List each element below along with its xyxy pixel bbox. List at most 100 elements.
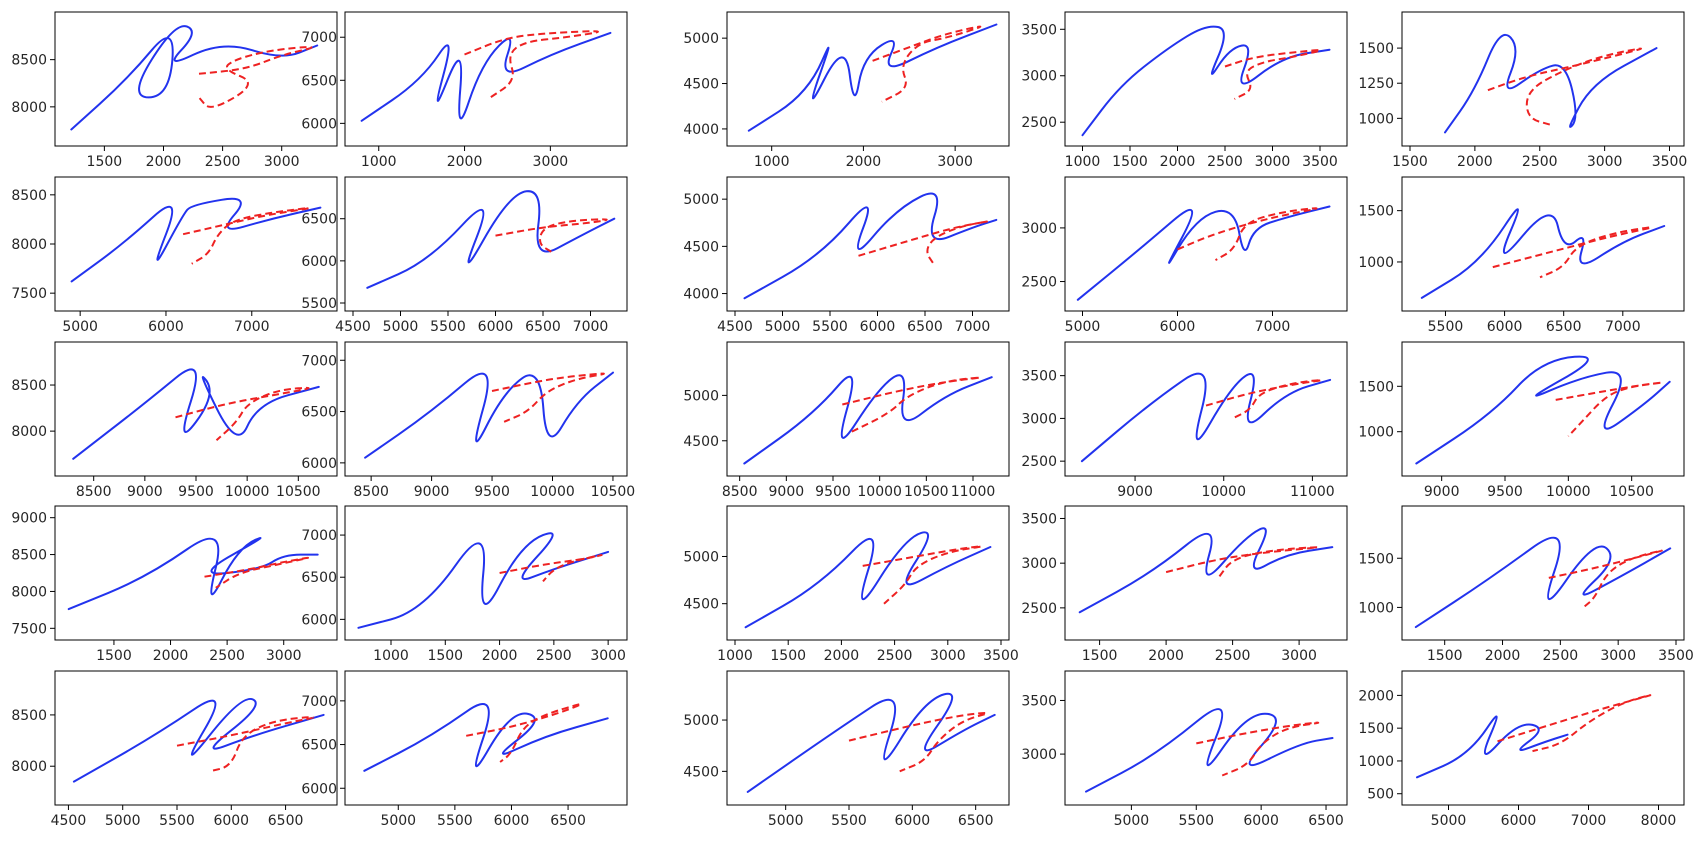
signature-trajectory-15	[1415, 355, 1671, 465]
reference-trajectory-9	[1177, 207, 1318, 261]
x-tick-label: 3000	[590, 648, 626, 664]
y-tick-label: 6000	[301, 456, 337, 472]
x-tick-label: 6000	[148, 319, 184, 335]
signature-trajectory-5	[1444, 33, 1658, 134]
x-tick-label: 7000	[573, 319, 609, 335]
axes-frame-7	[344, 176, 628, 312]
x-tick-label: 6500	[268, 813, 304, 829]
y-tick-label: 1000	[1358, 600, 1394, 616]
x-tick-label: 6500	[550, 813, 586, 829]
x-tick-label: 6000	[478, 319, 514, 335]
x-tick-label: 2500	[1522, 154, 1558, 170]
x-tick-label: 2500	[536, 648, 572, 664]
x-tick-label: 10000	[225, 484, 270, 500]
y-tick-label: 3500	[1021, 511, 1057, 527]
y-tick-label: 1250	[1358, 76, 1394, 92]
x-tick-label: 10000	[857, 484, 902, 500]
x-tick-label: 3000	[1255, 154, 1291, 170]
x-tick-label: 9500	[178, 484, 214, 500]
subplot-11: 8500 9000 9500 10000 10500 8000 8500	[11, 341, 338, 500]
y-tick-label: 6500	[301, 212, 337, 228]
x-tick-label: 2000	[1148, 648, 1184, 664]
signature-trajectory-3	[747, 23, 998, 132]
x-tick-label: 6000	[1487, 319, 1523, 335]
subplot-5: 1500 2000 2500 3000 3500 1000 1250 1500	[1358, 11, 1687, 170]
x-tick-label: 8000	[1641, 813, 1677, 829]
y-tick-label: 1000	[1358, 425, 1394, 441]
x-tick-label: 3000	[930, 648, 966, 664]
x-tick-label: 6000	[895, 813, 931, 829]
reference-trajectory-1	[198, 46, 313, 108]
reference-trajectory-18	[862, 545, 983, 605]
x-tick-label: 5000	[105, 813, 141, 829]
y-tick-label: 9000	[11, 511, 47, 527]
x-tick-label: 6000	[213, 813, 249, 829]
signature-trajectory-20	[1414, 536, 1672, 629]
x-tick-label: 6500	[525, 319, 561, 335]
x-tick-label: 6000	[860, 319, 896, 335]
y-tick-label: 1500	[1358, 204, 1394, 220]
signature-trajectory-14	[1080, 372, 1332, 463]
y-tick-label: 2500	[1021, 601, 1057, 617]
x-tick-label: 1500	[770, 648, 806, 664]
x-tick-label: 4500	[51, 813, 87, 829]
x-tick-label: 3000	[533, 154, 569, 170]
y-tick-label: 6000	[301, 254, 337, 270]
x-tick-label: 5500	[437, 813, 473, 829]
subplot-grid: 1500 2000 2500 3000 8000 8500 1000 2000 3000 6000…	[11, 11, 1694, 829]
x-tick-label: 1500	[1112, 154, 1148, 170]
y-tick-label: 3000	[1021, 747, 1057, 763]
axes-frame-18	[726, 505, 1010, 641]
y-tick-label: 3000	[1021, 221, 1057, 237]
x-tick-label: 10000	[1201, 484, 1246, 500]
signature-trajectory-24	[1085, 708, 1334, 793]
signature-trajectory-19	[1078, 527, 1334, 614]
x-tick-label: 3000	[1587, 154, 1623, 170]
x-tick-label: 5500	[159, 813, 195, 829]
subplot-13: 8500 9000 9500 10000 10500 11000 4500 5000	[683, 341, 1010, 500]
y-tick-label: 7500	[11, 621, 47, 637]
y-tick-label: 8500	[11, 53, 47, 69]
y-tick-label: 3500	[1021, 693, 1057, 709]
x-tick-label: 2000	[153, 648, 189, 664]
x-tick-label: 1500	[87, 154, 123, 170]
x-tick-label: 5500	[1178, 813, 1214, 829]
subplot-2: 1000 2000 3000 6000 6500 7000	[301, 11, 628, 170]
signature-trajectory-7	[366, 190, 616, 289]
axes-frame-17	[344, 505, 628, 641]
y-tick-label: 8000	[11, 100, 47, 116]
y-tick-label: 4500	[683, 764, 719, 780]
subplot-3: 1000 2000 3000 4000 4500 5000	[683, 11, 1010, 170]
y-tick-label: 7000	[301, 694, 337, 710]
x-tick-label: 4500	[717, 319, 753, 335]
axes-frame-24	[1064, 670, 1348, 806]
reference-trajectory-16	[204, 556, 309, 589]
x-tick-label: 1500	[427, 648, 463, 664]
reference-trajectory-20	[1548, 549, 1663, 609]
y-tick-label: 1500	[1358, 41, 1394, 57]
x-tick-label: 1500	[1082, 648, 1118, 664]
y-tick-label: 8000	[11, 424, 47, 440]
signature-trajectory-6	[70, 197, 322, 283]
x-tick-label: 5000	[1431, 813, 1467, 829]
signature-trajectory-18	[744, 531, 992, 629]
subplot-22: 5000 5500 6000 6500 6000 6500 7000	[301, 670, 628, 829]
x-tick-label: 6000	[1243, 813, 1279, 829]
axes-frame-23	[726, 670, 1010, 806]
y-tick-label: 1500	[1358, 551, 1394, 567]
x-tick-label: 9000	[414, 484, 450, 500]
x-tick-label: 1500	[1392, 154, 1428, 170]
x-tick-label: 3000	[264, 154, 300, 170]
x-tick-label: 5000	[380, 813, 416, 829]
y-tick-label: 8000	[11, 237, 47, 253]
axes-frame-15	[1401, 341, 1685, 477]
axes-frame-2	[344, 11, 628, 147]
x-tick-label: 2000	[846, 154, 882, 170]
x-tick-label: 9000	[127, 484, 163, 500]
reference-trajectory-10	[1492, 226, 1652, 279]
y-tick-label: 4500	[683, 77, 719, 93]
x-tick-label: 6500	[1308, 813, 1344, 829]
y-tick-label: 6000	[301, 781, 337, 797]
axes-frame-25	[1401, 670, 1685, 806]
subplot-1: 1500 2000 2500 3000 8000 8500	[11, 11, 338, 170]
